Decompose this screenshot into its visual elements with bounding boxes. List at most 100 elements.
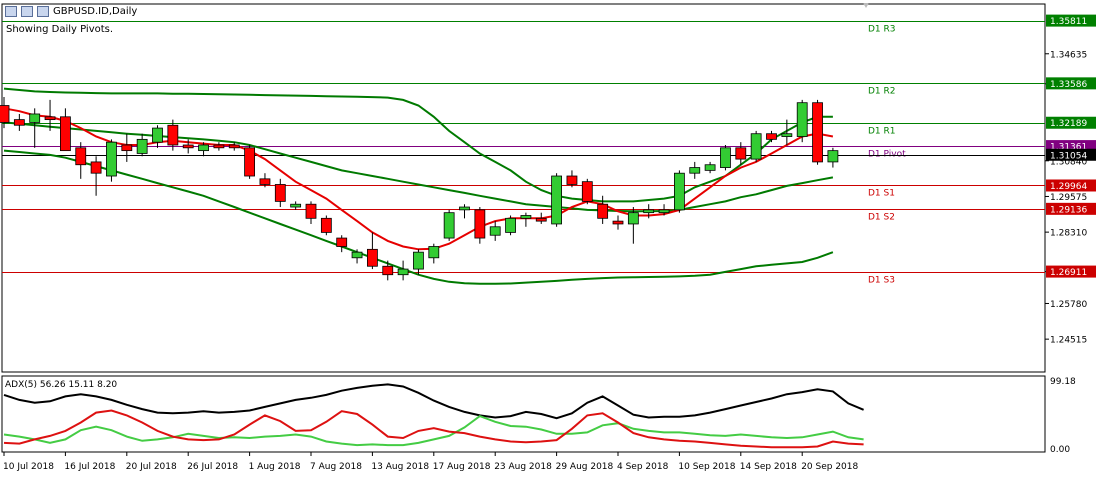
candle-body: [213, 144, 225, 149]
pivot-price-box: [1046, 265, 1096, 278]
candle-body: [106, 141, 117, 177]
adx-series-line: [3, 383, 864, 420]
time-tick-label: 16 Jul 2018: [64, 462, 115, 472]
symbol-title: GBPUSD.ID,Daily: [5, 6, 137, 17]
candle-body: [198, 144, 209, 152]
candle-body: [781, 133, 793, 137]
pivot-price-box: [1046, 202, 1096, 215]
price-tick-label: 1.28310: [1050, 229, 1087, 239]
candle-body: [121, 144, 133, 152]
adx-axis-bottom: 0.00: [1050, 445, 1070, 455]
pivot-price-label: 1.33586: [1050, 80, 1087, 90]
candle-body: [90, 161, 102, 174]
pivot-price-box: [1046, 77, 1096, 90]
candle-body: [351, 251, 363, 259]
candle-body: [397, 268, 409, 276]
time-tick-label: 20 Jul 2018: [126, 462, 177, 472]
bollinger-upper-line: [3, 87, 833, 203]
time-tick-label: 14 Sep 2018: [740, 462, 797, 472]
candle-body: [305, 203, 317, 219]
candle-body: [259, 178, 271, 185]
candle-body: [413, 251, 424, 270]
adx-panel: 99.18 0.00: [3, 377, 1076, 455]
pivot-price-label: 1.32189: [1050, 119, 1087, 129]
main-panel: [1, 3, 1046, 453]
time-tick-label: 1 Aug 2018: [249, 462, 301, 472]
time-tick-label: 23 Aug 2018: [494, 462, 552, 472]
pivot-label: D1 R2: [868, 87, 896, 97]
pivot-price-label: 1.29964: [1050, 182, 1087, 192]
candle-body: [60, 116, 71, 152]
candle-body: [566, 175, 578, 185]
candle-body: [443, 212, 455, 239]
adx-series-line: [3, 409, 864, 449]
pivot-lines: D1 R3 D1 R2 D1 R1 D1 Pivot D1 S1 D1 S2 D1 S3: [2, 21, 1045, 286]
pivot-label: D1 R1: [868, 127, 896, 137]
candle-body: [597, 203, 609, 219]
price-tick-label: 1.29575: [1050, 193, 1087, 203]
candle-body: [505, 217, 516, 233]
time-tick-label: 10 Sep 2018: [678, 462, 735, 472]
time-tick-label: 4 Sep 2018: [617, 462, 669, 472]
candle-body: [643, 209, 655, 214]
current-price-box: [1046, 148, 1096, 161]
pivots-subtitle: Showing Daily Pivots.: [6, 24, 114, 35]
candle-body: [274, 184, 286, 202]
candle-body: [167, 124, 179, 146]
pivot-label: D1 S2: [868, 213, 895, 223]
adx-axis-top: 99.18: [1050, 377, 1076, 387]
candle-body: [489, 226, 501, 236]
candle-body: [474, 209, 486, 239]
candle-body: [812, 102, 823, 163]
price-axis: 1.346351.335701.308401.295751.283101.257…: [1045, 14, 1096, 346]
time-axis: 10 Jul 2018 16 Jul 2018 20 Jul 2018 26 Jul …: [3, 452, 859, 472]
candle-body: [428, 246, 440, 259]
candle-body: [766, 133, 777, 140]
chart-window-icon: [37, 6, 49, 17]
candle-body: [581, 181, 593, 202]
candle-body: [320, 217, 332, 233]
candle-body: [0, 105, 10, 123]
candle-body: [152, 127, 163, 143]
candle-body: [674, 172, 685, 211]
candle-body: [13, 119, 25, 126]
candle-body: [336, 237, 348, 247]
candle-body: [551, 175, 562, 225]
candle-body: [290, 203, 302, 208]
candle-body: [228, 144, 240, 149]
candle-body: [182, 144, 194, 149]
pivot-label: D1 R3: [868, 25, 896, 35]
candle-body: [827, 150, 839, 163]
candle-body: [382, 265, 394, 276]
price-tick-label: 1.34635: [1050, 50, 1087, 60]
price-tick-label: 1.30840: [1050, 157, 1087, 167]
chart-shift-icon: [863, 3, 869, 8]
main-panel-frame: [1, 3, 1046, 373]
pivot-label: D1 S3: [868, 276, 895, 286]
symbol-title-text: GBPUSD.ID,Daily: [53, 6, 138, 17]
candle-body: [244, 147, 256, 177]
candle-body: [136, 138, 148, 154]
candle-body: [750, 133, 762, 160]
candle-body: [720, 147, 731, 168]
price-tick-label: 1.25780: [1050, 300, 1087, 310]
adx-series-line: [3, 414, 864, 447]
candle-body: [29, 113, 41, 123]
pivot-label: D1 Pivot: [868, 150, 906, 160]
price-tick-label: 1.24515: [1050, 336, 1087, 346]
pivot-price-box: [1046, 116, 1096, 129]
candle-body: [520, 215, 532, 219]
candle-body: [612, 220, 624, 225]
candle-body: [704, 164, 716, 171]
candle-body: [735, 147, 747, 160]
time-tick-label: 7 Aug 2018: [310, 462, 362, 472]
time-tick-label: 10 Jul 2018: [3, 462, 54, 472]
candle-body: [459, 206, 470, 211]
candle-body: [44, 116, 56, 121]
candle-body: [535, 217, 547, 222]
pivot-price-label: 1.26911: [1050, 268, 1087, 278]
candle-body: [658, 209, 670, 214]
time-tick-label: 29 Aug 2018: [556, 462, 614, 472]
time-tick-label: 17 Aug 2018: [433, 462, 491, 472]
